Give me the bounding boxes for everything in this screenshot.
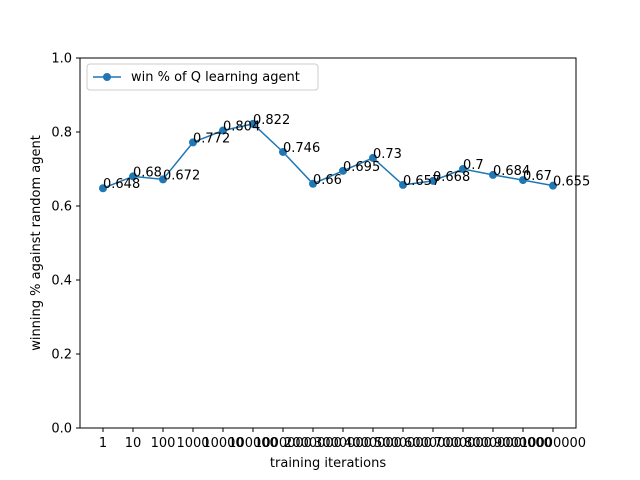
data-label: 0.684 xyxy=(493,164,530,179)
y-tick-label: 0.4 xyxy=(51,274,72,289)
data-label: 0.804 xyxy=(223,120,260,135)
data-label: 0.668 xyxy=(433,170,470,185)
series-layer xyxy=(99,119,557,193)
data-point xyxy=(189,138,197,147)
x-tick-label: 1000 xyxy=(176,436,209,451)
legend-box xyxy=(86,63,319,91)
x-tick-label: 5000000 xyxy=(374,436,432,451)
data-label: 0.67 xyxy=(523,169,552,184)
y-tick-label: 0.0 xyxy=(51,422,72,437)
legend-entry-label: win % of Q learning agent xyxy=(131,70,300,85)
data-point xyxy=(399,180,407,189)
data-point xyxy=(459,165,467,173)
data-label: 0.648 xyxy=(103,177,140,192)
legend: win % of Q learning agent xyxy=(86,63,319,91)
x-tick-label: 10000 xyxy=(202,436,243,451)
data-point xyxy=(369,153,377,162)
data-point xyxy=(519,176,527,185)
data-label: 0.66 xyxy=(313,173,342,188)
data-label: 0.822 xyxy=(253,113,290,128)
data-label: 0.746 xyxy=(283,141,320,156)
x-tick-label: 7000000 xyxy=(434,436,492,451)
x-tick-label: 3000000 xyxy=(314,436,372,451)
data-label: 0.73 xyxy=(373,147,402,162)
data-label: 0.7 xyxy=(463,158,484,173)
x-tick-label: 6000000 xyxy=(404,436,462,451)
data-point xyxy=(429,176,437,185)
data-point xyxy=(309,179,317,188)
data-label: 0.68 xyxy=(133,165,162,180)
y-tick-label: 0.6 xyxy=(51,200,72,215)
data-point xyxy=(249,119,257,128)
data-label: 0.655 xyxy=(553,175,590,190)
data-label: 0.657 xyxy=(403,174,440,189)
data-point xyxy=(129,172,137,181)
x-tick-label: 2000000 xyxy=(284,436,342,451)
x-tick-label: 10 xyxy=(125,436,142,451)
data-point xyxy=(219,126,227,135)
data-point xyxy=(159,175,167,184)
legend-point-marker xyxy=(103,73,111,81)
x-axis-label: training iterations xyxy=(270,456,386,471)
plot-frame xyxy=(79,57,577,429)
x-tick-label: 8000000 xyxy=(464,436,522,451)
x-axis-ticks: 1 10 100 1000100001000001000000200000030000… xyxy=(99,428,586,451)
y-tick-label: 1.0 xyxy=(51,52,72,67)
x-tick-label: 100000 xyxy=(228,436,278,451)
data-point xyxy=(489,170,497,179)
data-point xyxy=(99,184,107,193)
data-label: 0.672 xyxy=(163,168,200,183)
data-label: 0.772 xyxy=(193,131,230,146)
x-tick-label: 10000000 xyxy=(520,436,586,451)
x-tick-label: 100 xyxy=(151,436,176,451)
y-axis-ticks: 0.0 0.2 0.4 0.6 0.8 1.0 xyxy=(51,52,80,437)
y-axis-label: winning % against random agent xyxy=(29,135,44,351)
series-line xyxy=(102,123,554,189)
data-point xyxy=(339,166,347,175)
y-tick-label: 0.8 xyxy=(51,126,72,141)
x-tick-label: 1000000 xyxy=(254,436,312,451)
data-point xyxy=(549,181,557,190)
data-label: 0.695 xyxy=(343,160,380,175)
x-tick-label: 9000000 xyxy=(494,436,552,451)
y-tick-label: 0.2 xyxy=(51,348,72,363)
x-tick-label: 1 xyxy=(99,436,107,451)
plot-area xyxy=(80,58,576,428)
data-point xyxy=(279,147,287,156)
x-tick-label: 4000000 xyxy=(344,436,402,451)
